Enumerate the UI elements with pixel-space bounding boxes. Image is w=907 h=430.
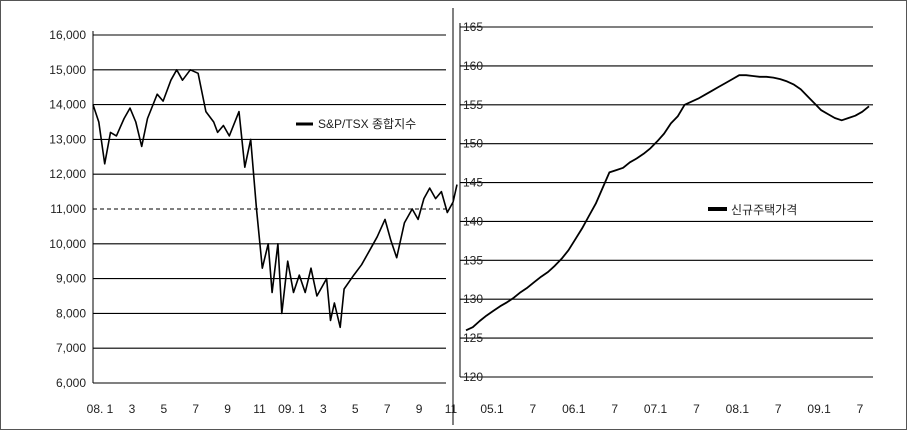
right-gridlines [459,23,873,378]
y-tick-label: 16,000 [49,28,86,42]
right-chart-new-housing-price: 120 125 130 135 140 145 150 155 160 165 05.1 7 06.1… [459,20,873,416]
x-tick-label: 7 [611,402,618,416]
y-tick-label: 13,000 [49,132,86,146]
series-line-new-housing-price [465,74,870,332]
y-tick-label: 12,000 [49,167,86,181]
x-tick-label: 09.1 [807,402,831,416]
y-tick-label: 165 [463,20,483,34]
left-x-axis-ticks: 08. 1 3 5 7 9 11 09. 1 3 5 7 9 11 [87,402,458,416]
x-tick-label: 05.1 [480,402,504,416]
x-tick-label: 3 [129,402,136,416]
x-tick-label: 07.1 [644,402,668,416]
x-tick-label: 7 [530,402,537,416]
y-tick-label: 140 [463,214,483,228]
left-gridlines [92,31,446,384]
y-tick-label: 11,000 [50,202,86,216]
y-tick-label: 120 [463,370,483,384]
x-tick-label: 9 [224,402,231,416]
right-legend: 신규주택가격 [708,203,797,217]
left-legend: S&P/TSX 종합지수 [296,117,416,131]
y-tick-label: 160 [463,59,483,73]
y-tick-label: 8,000 [56,306,86,320]
y-tick-label: 14,000 [49,98,86,112]
x-tick-label: 7 [857,402,864,416]
x-tick-label: 06.1 [562,402,586,416]
y-tick-label: 135 [463,253,483,267]
x-tick-label: 9 [416,402,423,416]
y-tick-label: 6,000 [56,376,86,390]
series-line-sp-tsx [92,69,458,329]
x-tick-label: 3 [320,402,327,416]
y-tick-label: 130 [463,292,483,306]
y-tick-label: 125 [463,331,483,345]
x-tick-label: 09. 1 [278,402,305,416]
left-chart-tsx-index: 6,000 7,000 8,000 9,000 10,000 11,000 12,000 13… [49,28,458,416]
x-tick-label: 7 [693,402,700,416]
right-x-axis-ticks: 05.1 7 06.1 7 07.1 7 08.1 7 09.1 7 [480,402,863,416]
x-tick-label: 7 [192,402,199,416]
y-tick-label: 150 [463,137,483,151]
x-tick-label: 11 [445,402,458,416]
legend-label-new-housing-price: 신규주택가격 [731,203,797,217]
x-tick-label: 5 [160,402,167,416]
x-tick-label: 7 [775,402,782,416]
x-tick-label: 5 [352,402,359,416]
legend-label-sp-tsx: S&P/TSX 종합지수 [318,117,416,131]
y-tick-label: 10,000 [49,237,86,251]
left-y-axis-ticks: 6,000 7,000 8,000 9,000 10,000 11,000 12,000 13… [49,28,86,390]
x-tick-label: 08. 1 [87,402,114,416]
y-tick-label: 7,000 [56,341,86,355]
y-tick-label: 15,000 [49,63,86,77]
x-tick-label: 08.1 [726,402,750,416]
x-tick-label: 11 [253,402,266,416]
right-y-axis-ticks: 120 125 130 135 140 145 150 155 160 165 [463,20,483,384]
y-tick-label: 9,000 [56,272,86,286]
y-tick-label: 155 [463,98,483,112]
y-tick-label: 145 [463,176,483,190]
x-tick-label: 7 [384,402,391,416]
